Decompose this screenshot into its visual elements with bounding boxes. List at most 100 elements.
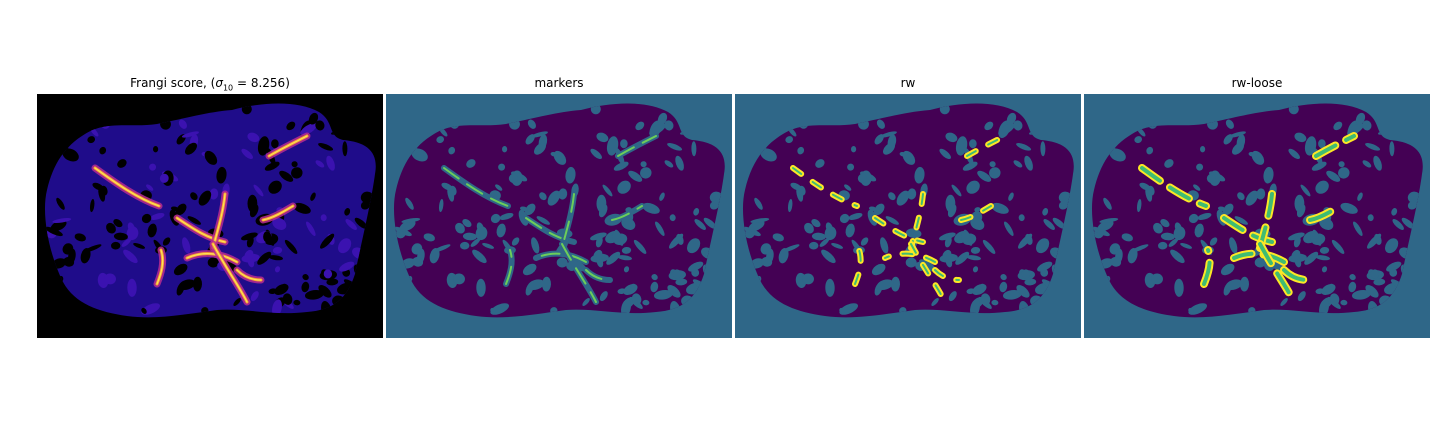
background-gap	[642, 299, 650, 306]
vessel-segment	[854, 249, 862, 285]
background-gap	[482, 242, 495, 249]
frangi-title-subscript: 10	[222, 83, 234, 93]
frangi-blob	[181, 131, 199, 138]
background-gap	[423, 233, 435, 242]
vessel-segment	[1140, 166, 1208, 208]
background-gap	[1365, 142, 1381, 151]
background-gap	[466, 159, 476, 168]
background-gap	[453, 273, 465, 285]
background-gap	[879, 131, 897, 138]
vessel-response-peak	[156, 249, 164, 285]
background-gap	[951, 184, 962, 197]
background-gap	[1121, 115, 1132, 125]
frangi-blob	[315, 120, 325, 131]
background-gap	[1004, 221, 1014, 236]
background-gap	[399, 220, 416, 232]
background-gap	[527, 119, 536, 129]
background-gap	[620, 139, 628, 149]
background-gap	[825, 278, 835, 297]
background-gap	[642, 202, 660, 214]
background-gap	[888, 192, 896, 201]
background-gap	[839, 213, 850, 224]
background-gap	[472, 249, 487, 264]
background-gap	[1294, 132, 1307, 143]
frangi-blob	[87, 136, 96, 144]
background-gap	[1206, 173, 1216, 183]
frangi-blob	[63, 257, 75, 267]
frangi-blob	[121, 238, 132, 247]
frangi-blob	[187, 216, 201, 225]
frangi-blob	[113, 232, 128, 241]
vessel-marker	[505, 249, 513, 285]
background-gap	[470, 238, 481, 247]
background-gap	[1151, 273, 1163, 285]
frangi-blob	[306, 221, 316, 236]
background-gap	[593, 249, 603, 261]
frangi-blob	[279, 170, 294, 182]
frangi-blob	[152, 146, 159, 153]
background-gap	[966, 255, 981, 261]
frangi-title-prefix: Frangi score, (	[130, 76, 216, 90]
background-gap	[1021, 269, 1031, 279]
background-gap	[407, 103, 426, 114]
background-gap	[1049, 299, 1056, 306]
background-gap	[664, 120, 674, 131]
frangi-blob	[127, 278, 137, 297]
background-gap	[977, 170, 992, 182]
background-gap	[1139, 182, 1151, 191]
frangi-blob	[204, 150, 218, 165]
frangi-blob	[272, 299, 282, 317]
frangi-blob	[233, 297, 241, 307]
frangi-blob	[207, 257, 219, 268]
frangi-blob	[50, 306, 60, 316]
background-gap	[1222, 203, 1234, 216]
background-gap	[790, 182, 802, 191]
frangi-blob	[323, 269, 333, 279]
background-gap	[748, 220, 765, 232]
background-gap	[969, 139, 977, 149]
frangi-blob	[268, 255, 283, 261]
background-gap	[772, 115, 783, 125]
background-gap	[905, 228, 922, 239]
frangi-blob	[253, 184, 264, 197]
background-gap	[411, 148, 428, 162]
vessel-segment	[1258, 242, 1296, 304]
background-gap	[596, 132, 609, 143]
background-gap	[819, 238, 830, 247]
background-gap	[672, 269, 682, 279]
background-gap	[1136, 199, 1142, 213]
background-gap	[876, 119, 885, 129]
background-gap	[1311, 161, 1327, 171]
background-gap	[955, 136, 968, 156]
background-gap	[1110, 257, 1122, 267]
background-gap	[606, 136, 619, 156]
frangi-blob	[250, 291, 259, 302]
background-gap	[982, 239, 996, 254]
background-gap	[1199, 146, 1206, 153]
background-gap	[635, 121, 645, 131]
frangi-blob	[58, 103, 77, 114]
tissue-region	[742, 103, 1074, 318]
frangi-blob	[263, 231, 272, 243]
background-gap	[1315, 180, 1329, 194]
vessel-segment	[934, 269, 960, 281]
background-gap	[598, 204, 608, 218]
frangi-blob	[141, 307, 147, 314]
frangi-blob	[360, 200, 371, 210]
background-gap	[1134, 136, 1143, 144]
tissue-region	[393, 103, 725, 318]
frangi-blob	[301, 281, 310, 293]
background-gap	[499, 213, 514, 220]
frangi-blob	[56, 197, 65, 210]
background-gap	[675, 155, 684, 171]
frangi-blob	[47, 291, 55, 300]
frangi-blob	[247, 132, 260, 143]
background-gap	[1401, 217, 1415, 229]
background-gap	[1035, 238, 1050, 254]
rw-loose-panel-title: rw-loose	[1231, 76, 1283, 90]
background-gap	[1407, 200, 1418, 210]
background-gap	[1228, 131, 1246, 138]
background-gap	[850, 146, 857, 153]
background-gap	[1105, 103, 1124, 114]
frangi-blob	[92, 182, 104, 191]
